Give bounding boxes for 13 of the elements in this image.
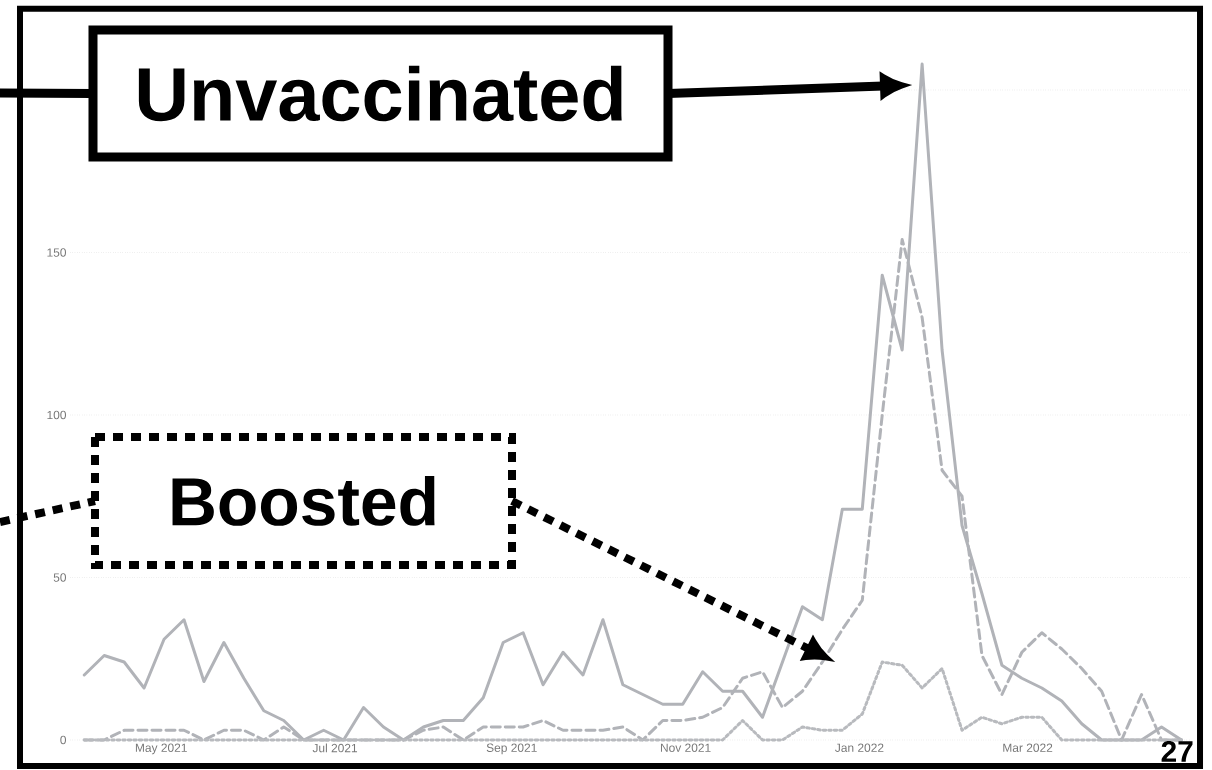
y-tick-label: 100 [47, 410, 67, 420]
x-tick-label: Sep 2021 [486, 743, 537, 755]
text: 27 [1161, 740, 1193, 762]
y-tick-label: 50 [53, 573, 67, 582]
annotation: Unvaccinated [138, 65, 622, 122]
annotation: Boosted [172, 476, 435, 526]
x-tick-label: Mar 2022 [1003, 743, 1053, 752]
x-tick-label: Jul 2021 [312, 743, 358, 753]
x-tick-label: May 2021 [135, 743, 187, 755]
y-tick-label: 150 [47, 248, 67, 257]
y-tick-label: 0 [60, 735, 67, 745]
x-tick-label: Nov 2021 [660, 743, 711, 752]
x-tick-label: Jan 2022 [835, 743, 884, 752]
